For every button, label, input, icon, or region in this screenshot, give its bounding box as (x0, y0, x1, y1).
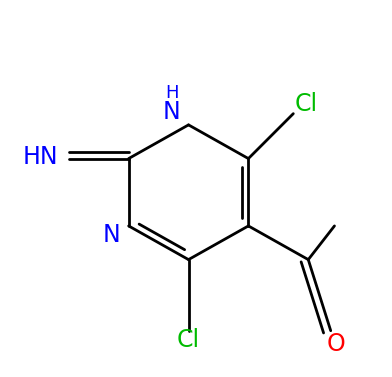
Text: Cl: Cl (177, 328, 200, 352)
Text: N: N (163, 100, 181, 124)
Text: O: O (327, 332, 346, 356)
Text: HN: HN (23, 145, 58, 169)
Text: H: H (165, 84, 178, 102)
Text: N: N (103, 223, 121, 247)
Text: Cl: Cl (295, 92, 318, 116)
